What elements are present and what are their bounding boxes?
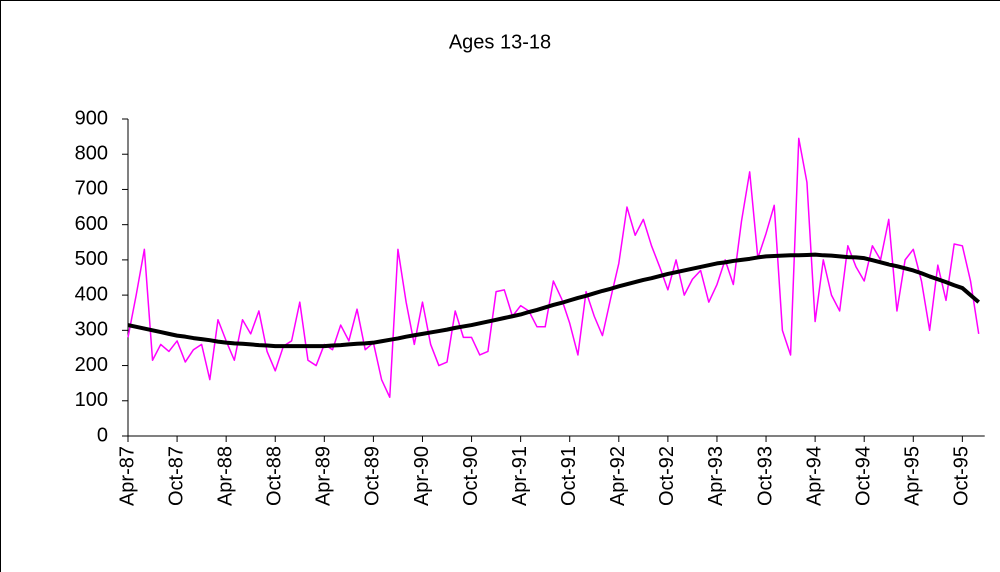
x-tick-label: Apr-94 [803, 446, 825, 506]
y-tick-label: 500 [75, 248, 108, 270]
x-tick-label: Oct-88 [264, 446, 286, 506]
x-tick-label: Apr-89 [313, 446, 335, 506]
x-tick-label: Oct-89 [362, 446, 384, 506]
x-tick-label: Oct-87 [165, 446, 187, 506]
x-tick-label: Apr-88 [214, 446, 236, 506]
x-tick-label: Oct-95 [951, 446, 973, 506]
x-tick-label: Oct-91 [558, 446, 580, 506]
y-tick-label: 300 [75, 319, 108, 341]
x-tick-label: Apr-87 [116, 446, 138, 506]
y-tick-label: 200 [75, 354, 108, 376]
chart-title: Ages 13-18 [449, 31, 551, 53]
y-tick-label: 0 [97, 424, 108, 446]
x-tick-label: Apr-90 [411, 446, 433, 506]
x-tick-label: Oct-94 [852, 446, 874, 506]
x-tick-label: Apr-92 [607, 446, 629, 506]
x-tick-label: Oct-90 [460, 446, 482, 506]
series-line [127, 252, 981, 349]
x-tick-label: Oct-93 [754, 446, 776, 506]
y-tick-label: 700 [75, 178, 108, 200]
y-tick-label: 100 [75, 389, 108, 411]
series-line [127, 137, 980, 399]
x-tick-label: Apr-93 [705, 446, 727, 506]
x-tick-label: Oct-92 [656, 446, 678, 506]
x-tick-label: Apr-91 [509, 446, 531, 506]
y-tick-label: 600 [75, 213, 108, 235]
x-tick-label: Apr-95 [902, 446, 924, 506]
y-tick-label: 400 [75, 283, 108, 305]
y-tick-label: 800 [75, 143, 108, 165]
y-tick-label: 900 [75, 107, 108, 129]
